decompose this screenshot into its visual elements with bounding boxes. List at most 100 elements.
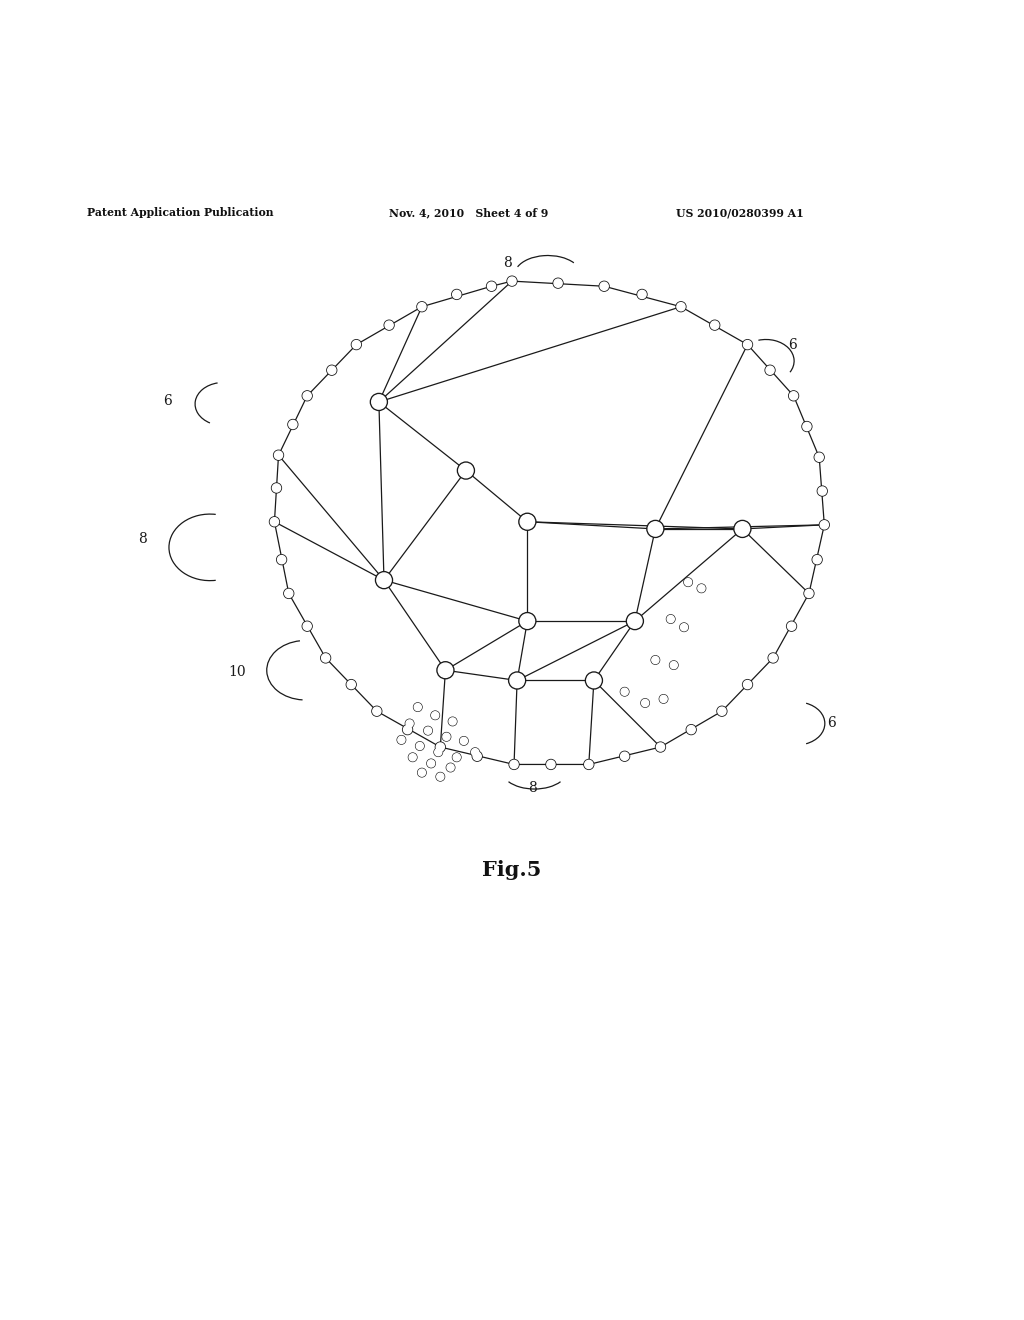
Circle shape: [646, 520, 665, 539]
Circle shape: [626, 612, 644, 631]
Circle shape: [272, 450, 285, 461]
Circle shape: [584, 759, 594, 770]
Circle shape: [600, 282, 608, 290]
Circle shape: [687, 726, 695, 734]
Circle shape: [434, 742, 446, 752]
Circle shape: [401, 723, 414, 735]
Circle shape: [508, 672, 526, 689]
Circle shape: [274, 451, 283, 459]
Circle shape: [803, 587, 815, 599]
Circle shape: [301, 391, 313, 401]
Circle shape: [272, 484, 281, 492]
Circle shape: [510, 760, 518, 768]
Circle shape: [510, 673, 524, 688]
Text: 8: 8: [137, 532, 146, 546]
Circle shape: [718, 708, 726, 715]
Circle shape: [413, 702, 423, 711]
Circle shape: [620, 686, 630, 697]
Circle shape: [518, 512, 537, 531]
Text: 6: 6: [788, 338, 798, 351]
Circle shape: [345, 678, 357, 690]
Circle shape: [554, 279, 562, 288]
Circle shape: [268, 516, 281, 528]
Circle shape: [278, 556, 286, 564]
Text: 10: 10: [228, 665, 246, 680]
Circle shape: [520, 614, 535, 628]
Circle shape: [416, 301, 428, 313]
Circle shape: [276, 554, 287, 565]
Circle shape: [301, 620, 313, 632]
Circle shape: [585, 672, 603, 689]
Circle shape: [383, 319, 395, 331]
Circle shape: [658, 694, 669, 704]
Circle shape: [655, 742, 666, 752]
Circle shape: [319, 652, 332, 664]
Circle shape: [452, 752, 462, 762]
Circle shape: [637, 289, 647, 300]
Circle shape: [347, 681, 355, 689]
Circle shape: [768, 652, 778, 664]
Circle shape: [459, 463, 473, 478]
Circle shape: [289, 420, 297, 429]
Circle shape: [453, 290, 461, 298]
Circle shape: [303, 392, 311, 400]
Circle shape: [403, 726, 412, 734]
Circle shape: [786, 620, 797, 632]
Circle shape: [621, 752, 629, 760]
Circle shape: [641, 700, 649, 706]
Circle shape: [445, 763, 456, 772]
Circle shape: [811, 554, 823, 565]
Circle shape: [371, 706, 383, 717]
Circle shape: [430, 710, 440, 721]
Circle shape: [441, 731, 452, 742]
Circle shape: [520, 515, 535, 529]
Circle shape: [418, 302, 426, 310]
Circle shape: [352, 341, 360, 348]
Text: 6: 6: [163, 393, 172, 408]
Circle shape: [660, 696, 668, 702]
Circle shape: [417, 768, 427, 777]
Circle shape: [285, 589, 293, 598]
Circle shape: [451, 289, 463, 300]
Circle shape: [666, 614, 676, 624]
Circle shape: [410, 754, 416, 760]
Circle shape: [406, 719, 414, 727]
Circle shape: [546, 759, 557, 770]
Circle shape: [433, 747, 443, 758]
Circle shape: [656, 743, 665, 751]
Circle shape: [764, 364, 776, 376]
Circle shape: [416, 742, 424, 750]
Circle shape: [686, 723, 696, 735]
Circle shape: [270, 482, 283, 494]
Circle shape: [487, 282, 496, 290]
Circle shape: [669, 660, 679, 671]
Circle shape: [815, 453, 823, 462]
Circle shape: [385, 321, 393, 329]
Circle shape: [459, 737, 469, 746]
Circle shape: [461, 738, 467, 744]
Circle shape: [743, 681, 752, 689]
Circle shape: [790, 392, 798, 400]
Circle shape: [423, 726, 433, 735]
Circle shape: [373, 708, 381, 715]
Circle shape: [685, 578, 692, 586]
Circle shape: [397, 737, 406, 743]
Circle shape: [436, 743, 444, 751]
Circle shape: [547, 760, 555, 768]
Circle shape: [508, 277, 516, 285]
Circle shape: [518, 612, 537, 631]
Text: Fig.5: Fig.5: [482, 859, 542, 880]
Circle shape: [676, 301, 686, 313]
Circle shape: [438, 663, 453, 677]
Circle shape: [470, 747, 480, 758]
Circle shape: [436, 661, 455, 680]
Circle shape: [377, 573, 391, 587]
Circle shape: [485, 281, 498, 292]
Circle shape: [814, 451, 825, 463]
Circle shape: [432, 711, 438, 719]
Circle shape: [788, 391, 799, 401]
Circle shape: [679, 622, 689, 632]
Circle shape: [677, 302, 685, 310]
Circle shape: [270, 517, 279, 525]
Circle shape: [802, 421, 813, 432]
